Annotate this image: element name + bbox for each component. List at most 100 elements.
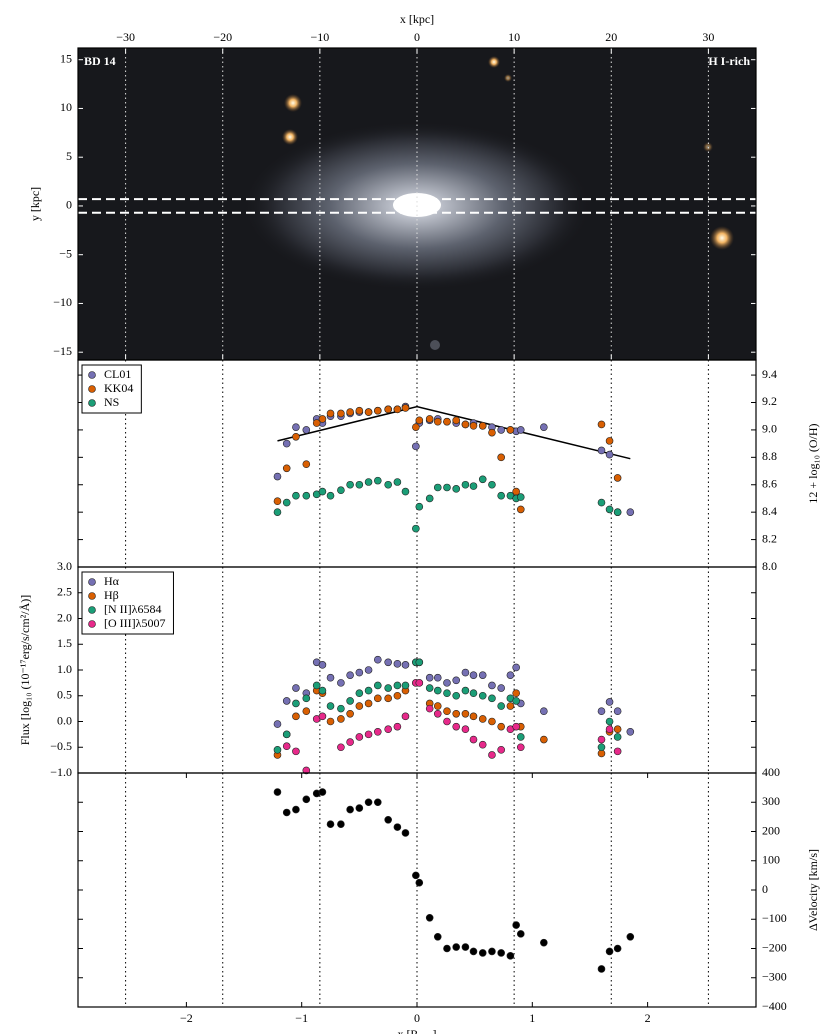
data-point bbox=[512, 663, 520, 672]
data-point bbox=[318, 712, 327, 721]
data-point bbox=[613, 707, 622, 716]
data-point bbox=[497, 453, 505, 462]
data-point bbox=[540, 423, 548, 431]
image-label: BD 14 bbox=[84, 54, 116, 68]
data-point bbox=[605, 725, 614, 734]
y-tick-label: 15 bbox=[60, 51, 72, 65]
y-axis-label: ΔVelocity [km/s] bbox=[806, 849, 820, 931]
data-point bbox=[613, 508, 622, 516]
data-point bbox=[273, 720, 282, 728]
data-point bbox=[312, 419, 321, 427]
data-point bbox=[337, 715, 345, 723]
data-point bbox=[326, 491, 335, 500]
x-tick-label: 20 bbox=[605, 30, 617, 44]
data-point bbox=[393, 681, 402, 690]
data-point bbox=[469, 712, 478, 721]
data-point bbox=[355, 668, 364, 677]
data-point bbox=[346, 480, 354, 489]
data-point bbox=[478, 671, 487, 679]
data-point bbox=[540, 707, 548, 716]
data-point bbox=[282, 697, 291, 705]
data-point bbox=[393, 478, 402, 486]
data-point bbox=[393, 722, 402, 731]
data-point bbox=[373, 681, 382, 690]
data-point bbox=[512, 689, 520, 697]
data-point bbox=[373, 798, 382, 807]
data-point bbox=[364, 408, 373, 416]
data-point bbox=[292, 432, 300, 441]
x-tick-label: 30 bbox=[702, 30, 714, 44]
data-point bbox=[425, 494, 434, 503]
legend-box bbox=[81, 571, 174, 635]
x-tick-label: 1 bbox=[529, 1011, 535, 1025]
data-point bbox=[273, 472, 282, 481]
data-point bbox=[273, 508, 282, 516]
data-point bbox=[302, 694, 311, 703]
data-point bbox=[384, 694, 392, 703]
data-point bbox=[506, 426, 515, 434]
y-tick-label: −200 bbox=[762, 940, 787, 954]
data-point bbox=[443, 689, 451, 697]
data-point bbox=[461, 686, 470, 695]
data-point bbox=[364, 798, 373, 807]
x-tick-label: 10 bbox=[508, 30, 520, 44]
legend-marker bbox=[88, 578, 96, 586]
y-tick-label: −5 bbox=[59, 246, 72, 260]
data-point bbox=[443, 717, 451, 726]
data-point bbox=[364, 666, 373, 674]
data-point bbox=[461, 668, 470, 677]
legend-label: Hβ bbox=[104, 588, 119, 602]
legend-label: [O III]λ5007 bbox=[104, 616, 165, 630]
y-tick-label: −400 bbox=[762, 999, 787, 1013]
data-point bbox=[415, 878, 424, 887]
data-point bbox=[516, 505, 525, 514]
data-point bbox=[452, 709, 461, 718]
data-point bbox=[346, 738, 354, 746]
galaxy-image bbox=[78, 48, 756, 360]
data-point bbox=[415, 502, 424, 511]
data-point bbox=[597, 446, 606, 455]
legend-label: CL01 bbox=[104, 367, 131, 381]
data-point bbox=[506, 702, 515, 710]
data-point bbox=[425, 415, 434, 423]
data-point bbox=[497, 684, 505, 692]
data-point bbox=[425, 684, 434, 692]
data-point bbox=[626, 508, 635, 516]
y-tick-label: 2.0 bbox=[57, 610, 72, 624]
data-point bbox=[497, 491, 505, 500]
data-point bbox=[425, 673, 434, 682]
data-point bbox=[302, 707, 311, 716]
y-tick-label: 0 bbox=[66, 198, 72, 212]
data-point bbox=[412, 442, 420, 451]
data-point bbox=[497, 746, 505, 754]
data-point bbox=[540, 938, 548, 947]
data-point bbox=[478, 422, 487, 430]
data-point bbox=[384, 480, 392, 489]
x-tick-label: −1 bbox=[295, 1011, 308, 1025]
data-point bbox=[461, 420, 470, 429]
data-point bbox=[364, 686, 373, 695]
x-tick-label: 0 bbox=[414, 1011, 420, 1025]
data-point bbox=[326, 409, 335, 418]
data-point bbox=[273, 788, 282, 796]
data-point bbox=[318, 661, 327, 669]
data-point bbox=[452, 722, 461, 731]
y-tick-label: 0.5 bbox=[57, 688, 72, 702]
data-point bbox=[443, 707, 451, 716]
data-point bbox=[384, 725, 392, 734]
data-point bbox=[597, 743, 606, 752]
data-point bbox=[433, 709, 442, 718]
data-point bbox=[282, 498, 291, 507]
data-point bbox=[412, 423, 420, 431]
data-point bbox=[469, 689, 478, 697]
data-point bbox=[433, 932, 442, 941]
data-point bbox=[488, 480, 496, 489]
data-point bbox=[469, 735, 478, 744]
data-point bbox=[337, 743, 345, 752]
data-point bbox=[516, 930, 525, 938]
data-point bbox=[605, 505, 614, 514]
legend-marker bbox=[88, 399, 96, 407]
data-point bbox=[613, 733, 622, 741]
y-tick-label: 0.0 bbox=[57, 713, 72, 727]
y-tick-label: 2.5 bbox=[57, 585, 72, 599]
